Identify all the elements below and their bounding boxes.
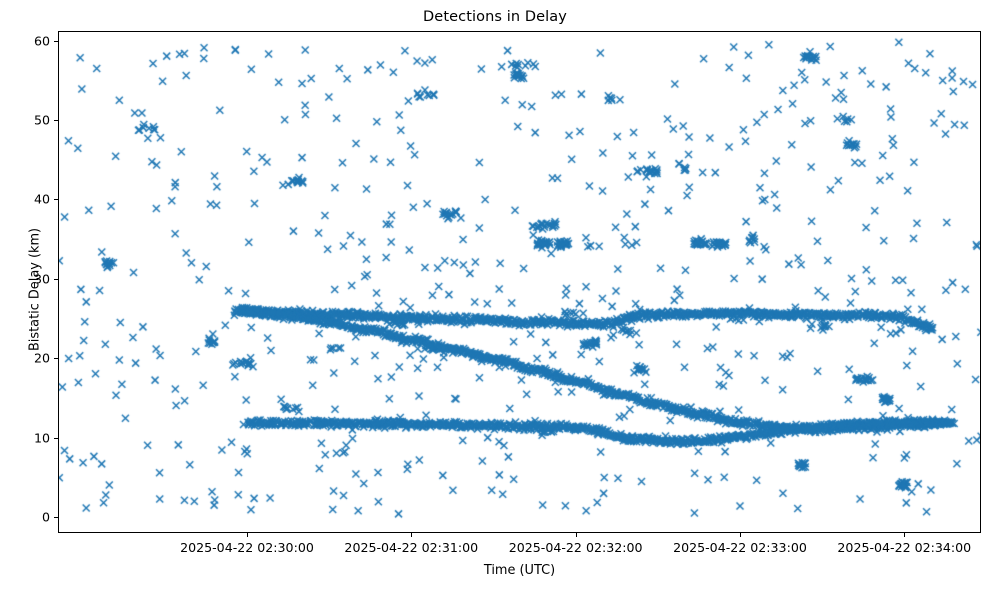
x-tick-label: 2025-04-22 02:30:00 [180,540,314,555]
y-tick-label: 40 [33,191,50,207]
y-tick-label: 60 [33,33,50,49]
y-axis-tick-marks [54,0,59,590]
x-tick-label: 2025-04-22 02:31:00 [344,540,479,555]
scatter-points-layer [59,32,980,532]
y-axis-label: Bistatic Delay (km) [27,227,43,352]
y-tick-mark [54,199,58,201]
x-tick-label: 2025-04-22 02:32:00 [508,540,643,555]
y-tick-mark [54,119,58,121]
x-tick-mark [904,533,906,537]
x-tick-mark [575,533,577,537]
x-tick-label: 2025-04-22 02:33:00 [673,540,807,555]
y-tick-label: 50 [33,112,50,128]
x-tick-label: 2025-04-22 02:34:00 [837,540,972,555]
y-tick-label: 10 [33,430,50,446]
y-tick-label: 0 [41,509,50,525]
y-tick-mark [54,437,58,439]
y-tick-mark [54,517,58,519]
y-axis-tick-labels: 0 10 20 30 40 50 60 [0,0,50,590]
chart-title: Detections in Delay [423,9,567,25]
x-axis-label: Time (UTC) [483,563,556,578]
x-tick-mark [411,533,413,537]
y-tick-label: 20 [33,350,50,366]
y-tick-mark [54,278,58,280]
y-tick-mark [54,358,58,360]
y-tick-label: 30 [33,271,50,287]
x-tick-mark [739,533,741,537]
y-tick-mark [54,40,58,42]
x-tick-mark [246,533,248,537]
plot-area [58,31,981,533]
